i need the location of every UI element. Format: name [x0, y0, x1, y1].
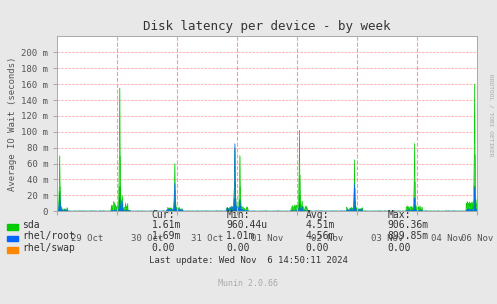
Text: 899.85m: 899.85m [388, 231, 429, 241]
Text: 31 Oct: 31 Oct [191, 234, 223, 243]
Text: 0.00: 0.00 [306, 243, 329, 253]
Text: Avg:: Avg: [306, 210, 329, 220]
Text: 01 Nov: 01 Nov [251, 234, 283, 243]
Text: rhel/root: rhel/root [22, 231, 75, 241]
Text: 906.36m: 906.36m [388, 220, 429, 230]
Text: 0.00: 0.00 [388, 243, 411, 253]
Text: Last update: Wed Nov  6 14:50:11 2024: Last update: Wed Nov 6 14:50:11 2024 [149, 256, 348, 265]
Text: 29 Oct: 29 Oct [71, 234, 103, 243]
Text: rhel/swap: rhel/swap [22, 243, 75, 253]
Text: Cur:: Cur: [152, 210, 175, 220]
Text: Munin 2.0.66: Munin 2.0.66 [219, 279, 278, 288]
Text: 1.61m: 1.61m [152, 220, 181, 230]
Title: Disk latency per device - by week: Disk latency per device - by week [144, 19, 391, 33]
Text: 4.56m: 4.56m [306, 231, 335, 241]
Text: sda: sda [22, 220, 40, 230]
Text: Max:: Max: [388, 210, 411, 220]
Text: 06 Nov: 06 Nov [461, 234, 493, 243]
Text: 04 Nov: 04 Nov [431, 234, 463, 243]
Y-axis label: Average IO Wait (seconds): Average IO Wait (seconds) [8, 57, 17, 191]
Text: RRDTOOL / TOBI OETIKER: RRDTOOL / TOBI OETIKER [488, 74, 493, 157]
Text: 30 Oct: 30 Oct [131, 234, 164, 243]
Text: 960.44u: 960.44u [226, 220, 267, 230]
Text: 0.00: 0.00 [226, 243, 249, 253]
Text: 0.00: 0.00 [152, 243, 175, 253]
Text: 4.51m: 4.51m [306, 220, 335, 230]
Text: 03 Nov: 03 Nov [371, 234, 403, 243]
Text: 02 Nov: 02 Nov [311, 234, 343, 243]
Text: 1.01m: 1.01m [226, 231, 255, 241]
Text: 1.69m: 1.69m [152, 231, 181, 241]
Text: Min:: Min: [226, 210, 249, 220]
